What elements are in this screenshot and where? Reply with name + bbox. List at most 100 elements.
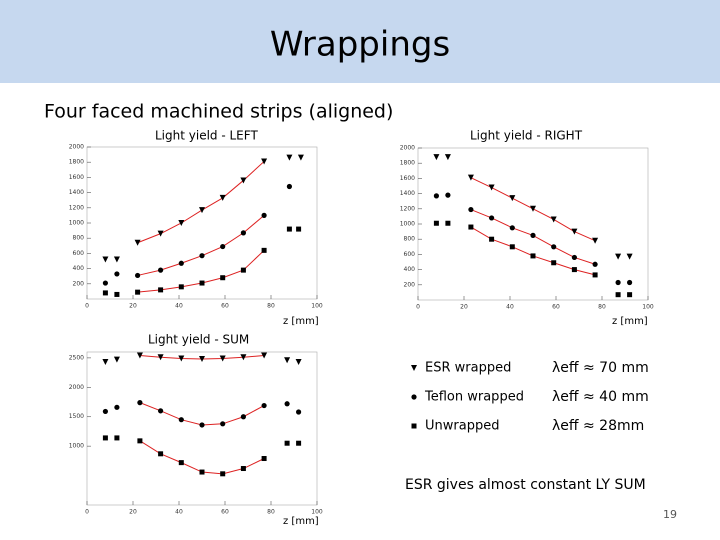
y-tick-label: 800 — [73, 235, 85, 242]
marker-circle — [530, 232, 536, 238]
marker-circle — [489, 215, 495, 221]
legend-label: ESR wrapped — [425, 361, 511, 376]
y-tick-label: 600 — [404, 251, 416, 258]
y-tick-label: 1800 — [69, 159, 84, 166]
marker-circle — [199, 422, 205, 428]
marker-square — [178, 284, 184, 290]
marker-square — [199, 469, 205, 475]
marker-square — [240, 466, 246, 472]
x-tick-label: 60 — [552, 304, 560, 311]
marker-circle — [468, 206, 474, 213]
marker-triangle — [509, 195, 516, 202]
marker-square — [114, 291, 120, 297]
plot-frame — [417, 147, 649, 301]
y-tick-label: 600 — [73, 250, 85, 257]
marker-triangle — [113, 356, 120, 363]
x-tick-label: 80 — [267, 509, 275, 516]
y-tick-label: 1600 — [400, 175, 415, 182]
y-tick-label: 400 — [73, 265, 85, 272]
marker-square — [220, 275, 226, 281]
legend-lambda: λeff ≈ 70 mm — [552, 360, 649, 376]
plot-frame — [86, 146, 318, 300]
marker-triangle — [261, 158, 268, 165]
marker-triangle — [219, 355, 226, 362]
marker-circle — [114, 404, 120, 410]
marker-circle — [220, 243, 226, 250]
x-tick-label: 100 — [311, 303, 323, 310]
x-tick-label: 60 — [221, 303, 229, 310]
marker-circle — [178, 417, 184, 423]
marker-square — [296, 226, 302, 232]
x-tick-label: 40 — [175, 509, 183, 516]
slide-title: Wrappings — [270, 25, 450, 65]
x-tick-label: 80 — [267, 303, 275, 310]
plot-frame — [86, 351, 318, 506]
marker-square — [433, 220, 439, 226]
y-tick-label: 1400 — [400, 190, 415, 197]
marker-triangle — [240, 177, 247, 184]
marker-triangle — [102, 256, 109, 263]
marker-square — [199, 280, 205, 286]
marker-square — [137, 438, 143, 444]
x-tick-label: 40 — [175, 303, 183, 310]
marker-square — [158, 451, 164, 457]
x-tick-label: 60 — [221, 509, 229, 516]
marker-triangle — [261, 352, 268, 359]
marker-circle — [284, 401, 290, 407]
marker-circle — [261, 212, 267, 218]
marker-square — [284, 440, 290, 446]
marker-circle — [571, 254, 578, 261]
marker-triangle — [433, 154, 440, 161]
legend-marker — [411, 394, 417, 400]
marker-triangle — [295, 359, 302, 366]
marker-square — [220, 471, 226, 477]
marker-triangle — [284, 357, 291, 364]
marker-triangle — [102, 359, 109, 366]
marker-square — [158, 287, 164, 293]
legend-lambda: λeff ≈ 40 mm — [552, 389, 649, 405]
marker-triangle — [219, 194, 226, 201]
fit-line — [137, 161, 265, 244]
y-tick-label: 1200 — [400, 205, 415, 212]
marker-square — [135, 289, 141, 295]
y-tick-label: 1600 — [69, 174, 84, 181]
y-tick-label: 1000 — [69, 443, 84, 450]
marker-square — [178, 460, 184, 466]
chart-title: Light yield - SUM — [148, 333, 249, 347]
marker-triangle — [134, 239, 141, 246]
marker-circle — [102, 408, 108, 415]
marker-square — [615, 292, 621, 298]
chart-title: Light yield - RIGHT — [470, 129, 583, 143]
legend-marker — [411, 423, 417, 429]
marker-square — [240, 267, 246, 273]
fit-line — [137, 215, 265, 276]
x-tick-label: 0 — [416, 304, 420, 311]
marker-circle — [296, 409, 302, 415]
marker-circle — [220, 421, 226, 427]
legend-marker — [411, 365, 417, 371]
fit-line — [139, 402, 265, 426]
marker-triangle — [550, 216, 557, 223]
header-band — [0, 0, 720, 83]
marker-circle — [199, 253, 205, 259]
x-tick-label: 0 — [85, 303, 89, 310]
x-axis-label: z [mm] — [612, 316, 648, 327]
marker-square — [102, 290, 108, 296]
marker-triangle — [444, 154, 451, 161]
y-tick-label: 200 — [73, 280, 85, 287]
marker-square — [627, 292, 633, 298]
marker-square — [102, 435, 108, 441]
marker-circle — [433, 193, 439, 199]
marker-circle — [158, 267, 164, 273]
slide-subtitle: Four faced machined strips (aligned) — [44, 101, 393, 123]
marker-triangle — [488, 184, 495, 191]
x-axis-label: z [mm] — [283, 316, 319, 327]
marker-circle — [445, 192, 451, 198]
chart-title: Light yield - LEFT — [155, 129, 258, 143]
marker-circle — [240, 230, 246, 236]
marker-square — [592, 272, 598, 278]
marker-square — [445, 220, 451, 226]
y-tick-label: 800 — [404, 236, 416, 243]
marker-triangle — [571, 228, 578, 235]
